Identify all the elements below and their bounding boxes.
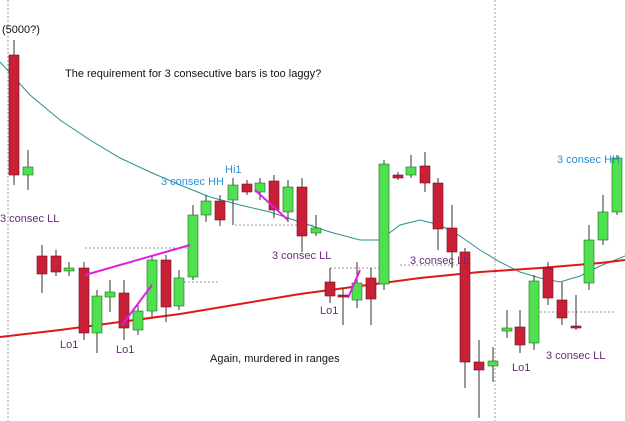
candle xyxy=(432,182,444,230)
moving-average-fast xyxy=(0,61,625,283)
candle xyxy=(8,54,20,176)
annotation: Lo1 xyxy=(116,344,134,356)
candle xyxy=(351,282,363,301)
candle xyxy=(227,184,239,201)
candle xyxy=(241,183,253,193)
question: The requirement for 3 consecutive bars i… xyxy=(65,68,321,80)
candle xyxy=(446,227,458,253)
annotation: Lo1 xyxy=(320,305,338,317)
annotation: Hi1 xyxy=(225,164,242,176)
candle xyxy=(611,157,623,213)
candle xyxy=(378,163,390,285)
candle xyxy=(282,186,294,213)
annotation: 3 consec LL xyxy=(410,255,469,267)
candle xyxy=(501,327,513,332)
candle xyxy=(22,166,34,176)
annotation: 3 consec HH xyxy=(161,176,224,188)
candle xyxy=(324,281,336,297)
candle xyxy=(514,326,526,346)
trend-lines xyxy=(84,189,361,326)
annotation: 3 consec LL xyxy=(0,213,59,225)
candle xyxy=(268,180,280,211)
candle xyxy=(91,295,103,334)
annotation: Lo1 xyxy=(60,339,78,351)
reference-lines xyxy=(85,224,615,313)
candle xyxy=(254,182,266,193)
trend-line xyxy=(121,284,153,326)
candle xyxy=(365,277,377,300)
note: (5000?) xyxy=(2,24,40,36)
candle xyxy=(310,227,322,234)
candle xyxy=(78,267,90,334)
trend-line xyxy=(84,244,191,276)
trend-line xyxy=(347,269,361,299)
annotation: 3 consec LL xyxy=(272,250,331,262)
candle xyxy=(583,239,595,284)
candle xyxy=(556,299,568,319)
candle xyxy=(50,255,62,273)
candle xyxy=(118,292,130,329)
candle xyxy=(459,251,471,363)
candle xyxy=(528,280,540,344)
candle xyxy=(570,325,582,329)
candle xyxy=(132,310,144,331)
candle xyxy=(337,294,349,298)
annotation: Lo1 xyxy=(512,362,530,374)
candle xyxy=(200,200,212,216)
annotation: 3 consec HH xyxy=(557,154,620,166)
candle xyxy=(36,255,48,275)
candle xyxy=(296,186,308,237)
candle xyxy=(597,211,609,241)
candles xyxy=(8,40,623,418)
candle xyxy=(160,259,172,308)
annotation: 3 consec LL xyxy=(546,350,605,362)
candle xyxy=(214,200,226,221)
candle xyxy=(104,291,116,298)
comment: Again, murdered in ranges xyxy=(210,353,340,365)
candle xyxy=(63,267,75,272)
candle xyxy=(542,267,554,299)
candle xyxy=(173,277,185,307)
candle xyxy=(392,174,404,179)
candle xyxy=(405,166,417,176)
candle xyxy=(487,360,499,367)
candle xyxy=(473,361,485,371)
candle xyxy=(419,165,431,184)
trend-line xyxy=(254,189,289,221)
